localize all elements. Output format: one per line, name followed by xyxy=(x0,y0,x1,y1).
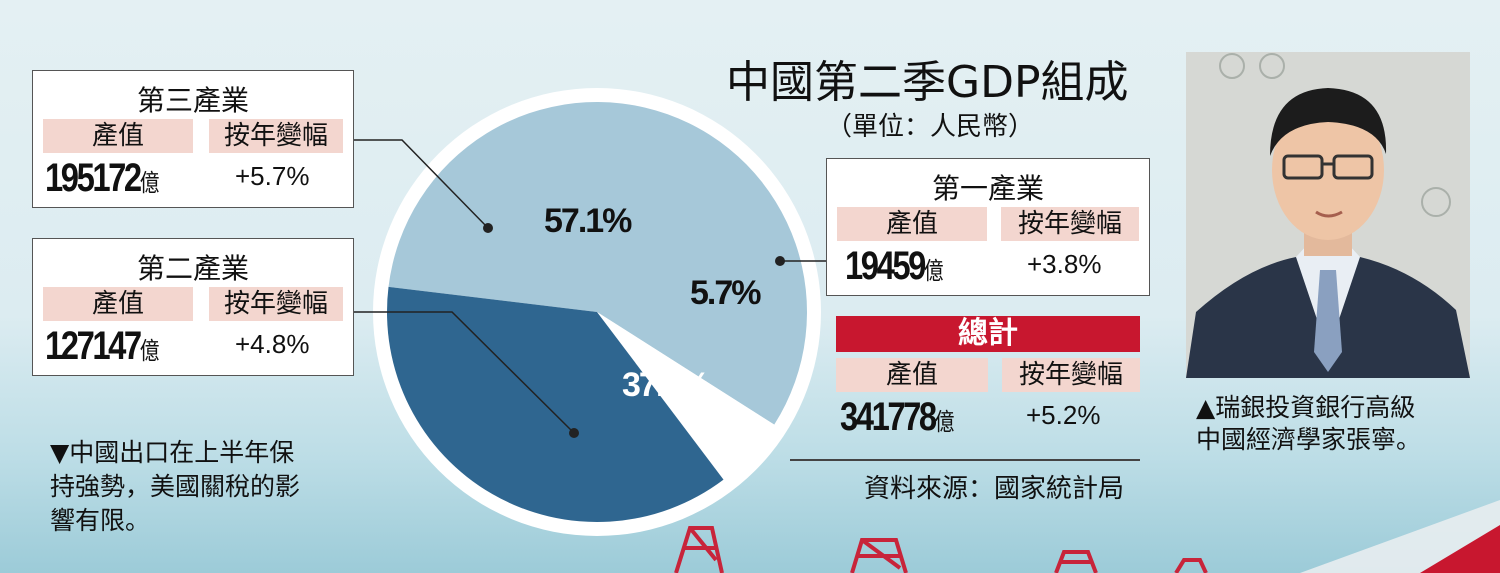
background-caption: ▼中國出口在上半年保 持強勢，美國關稅的影 響有限。 xyxy=(50,436,300,538)
source-divider xyxy=(790,459,1140,461)
photo-caption: ▲瑞銀投資銀行高級 中國經濟學家張寧。 xyxy=(1196,392,1421,456)
portrait-illustration xyxy=(1186,52,1470,378)
card-title: 第一產業 xyxy=(931,172,1044,205)
card-secondary-industry: 第二產業 產值 按年變幅 127147億 +4.8% xyxy=(32,238,354,376)
background-caption-line: 持強勢，美國關稅的影 xyxy=(50,472,301,501)
value-figure: 19459億 xyxy=(845,244,944,288)
total-header: 總計 xyxy=(836,316,1140,352)
change-label: 按年變幅 xyxy=(1001,207,1139,241)
card-primary-industry: 第一產業 產值 按年變幅 19459億 +3.8% xyxy=(826,158,1150,296)
leader-dot-tertiary xyxy=(483,223,493,233)
chart-title: 中國第二季GDP組成 xyxy=(726,57,1129,108)
card-title: 第三產業 xyxy=(136,84,249,117)
leader-line-tertiary xyxy=(354,139,489,229)
total-panel: 產值 按年變幅 341778億 +5.2% xyxy=(836,352,1140,440)
change-figure: +3.8% xyxy=(1027,249,1102,279)
value-label: 產值 xyxy=(43,119,193,153)
data-source: 資料來源：國家統計局 xyxy=(864,474,1125,504)
value-figure: 127147億 xyxy=(45,324,160,368)
change-label: 按年變幅 xyxy=(1002,358,1140,392)
value-figure: 195172億 xyxy=(45,156,160,200)
slice-label-secondary: 37.2% xyxy=(622,366,710,404)
value-label: 產值 xyxy=(837,207,987,241)
value-label: 產值 xyxy=(836,358,988,392)
leader-dot-primary xyxy=(775,256,785,266)
change-figure: +5.7% xyxy=(235,161,310,191)
slice-tertiary-industry xyxy=(388,102,807,425)
change-label: 按年變幅 xyxy=(209,119,343,153)
total-value-figure: 341778億 xyxy=(840,395,955,439)
chart-unit: （單位：人民幣） xyxy=(826,112,1035,142)
slice-label-primary: 5.7% xyxy=(690,274,761,312)
leader-dot-secondary xyxy=(569,428,579,438)
slice-secondary-industry xyxy=(387,286,724,522)
change-figure: +4.8% xyxy=(235,329,310,359)
background-caption-line: 響有限。 xyxy=(50,506,151,535)
change-label: 按年變幅 xyxy=(209,287,343,321)
background-caption-line: ▼中國出口在上半年保 xyxy=(50,438,295,467)
total-change-figure: +5.2% xyxy=(1026,400,1101,430)
photo-caption-line: ▲瑞銀投資銀行高級 xyxy=(1196,393,1416,422)
value-label: 產值 xyxy=(43,287,193,321)
card-tertiary-industry: 第三產業 產值 按年變幅 195172億 +5.7% xyxy=(32,70,354,208)
slice-primary-industry xyxy=(597,312,775,480)
photo-caption-line: 中國經濟學家張寧。 xyxy=(1196,425,1422,454)
portrait-photo xyxy=(1186,52,1470,378)
slice-label-tertiary: 57.1% xyxy=(544,202,632,240)
leader-line-secondary xyxy=(354,311,575,434)
card-title: 第二產業 xyxy=(136,252,249,285)
